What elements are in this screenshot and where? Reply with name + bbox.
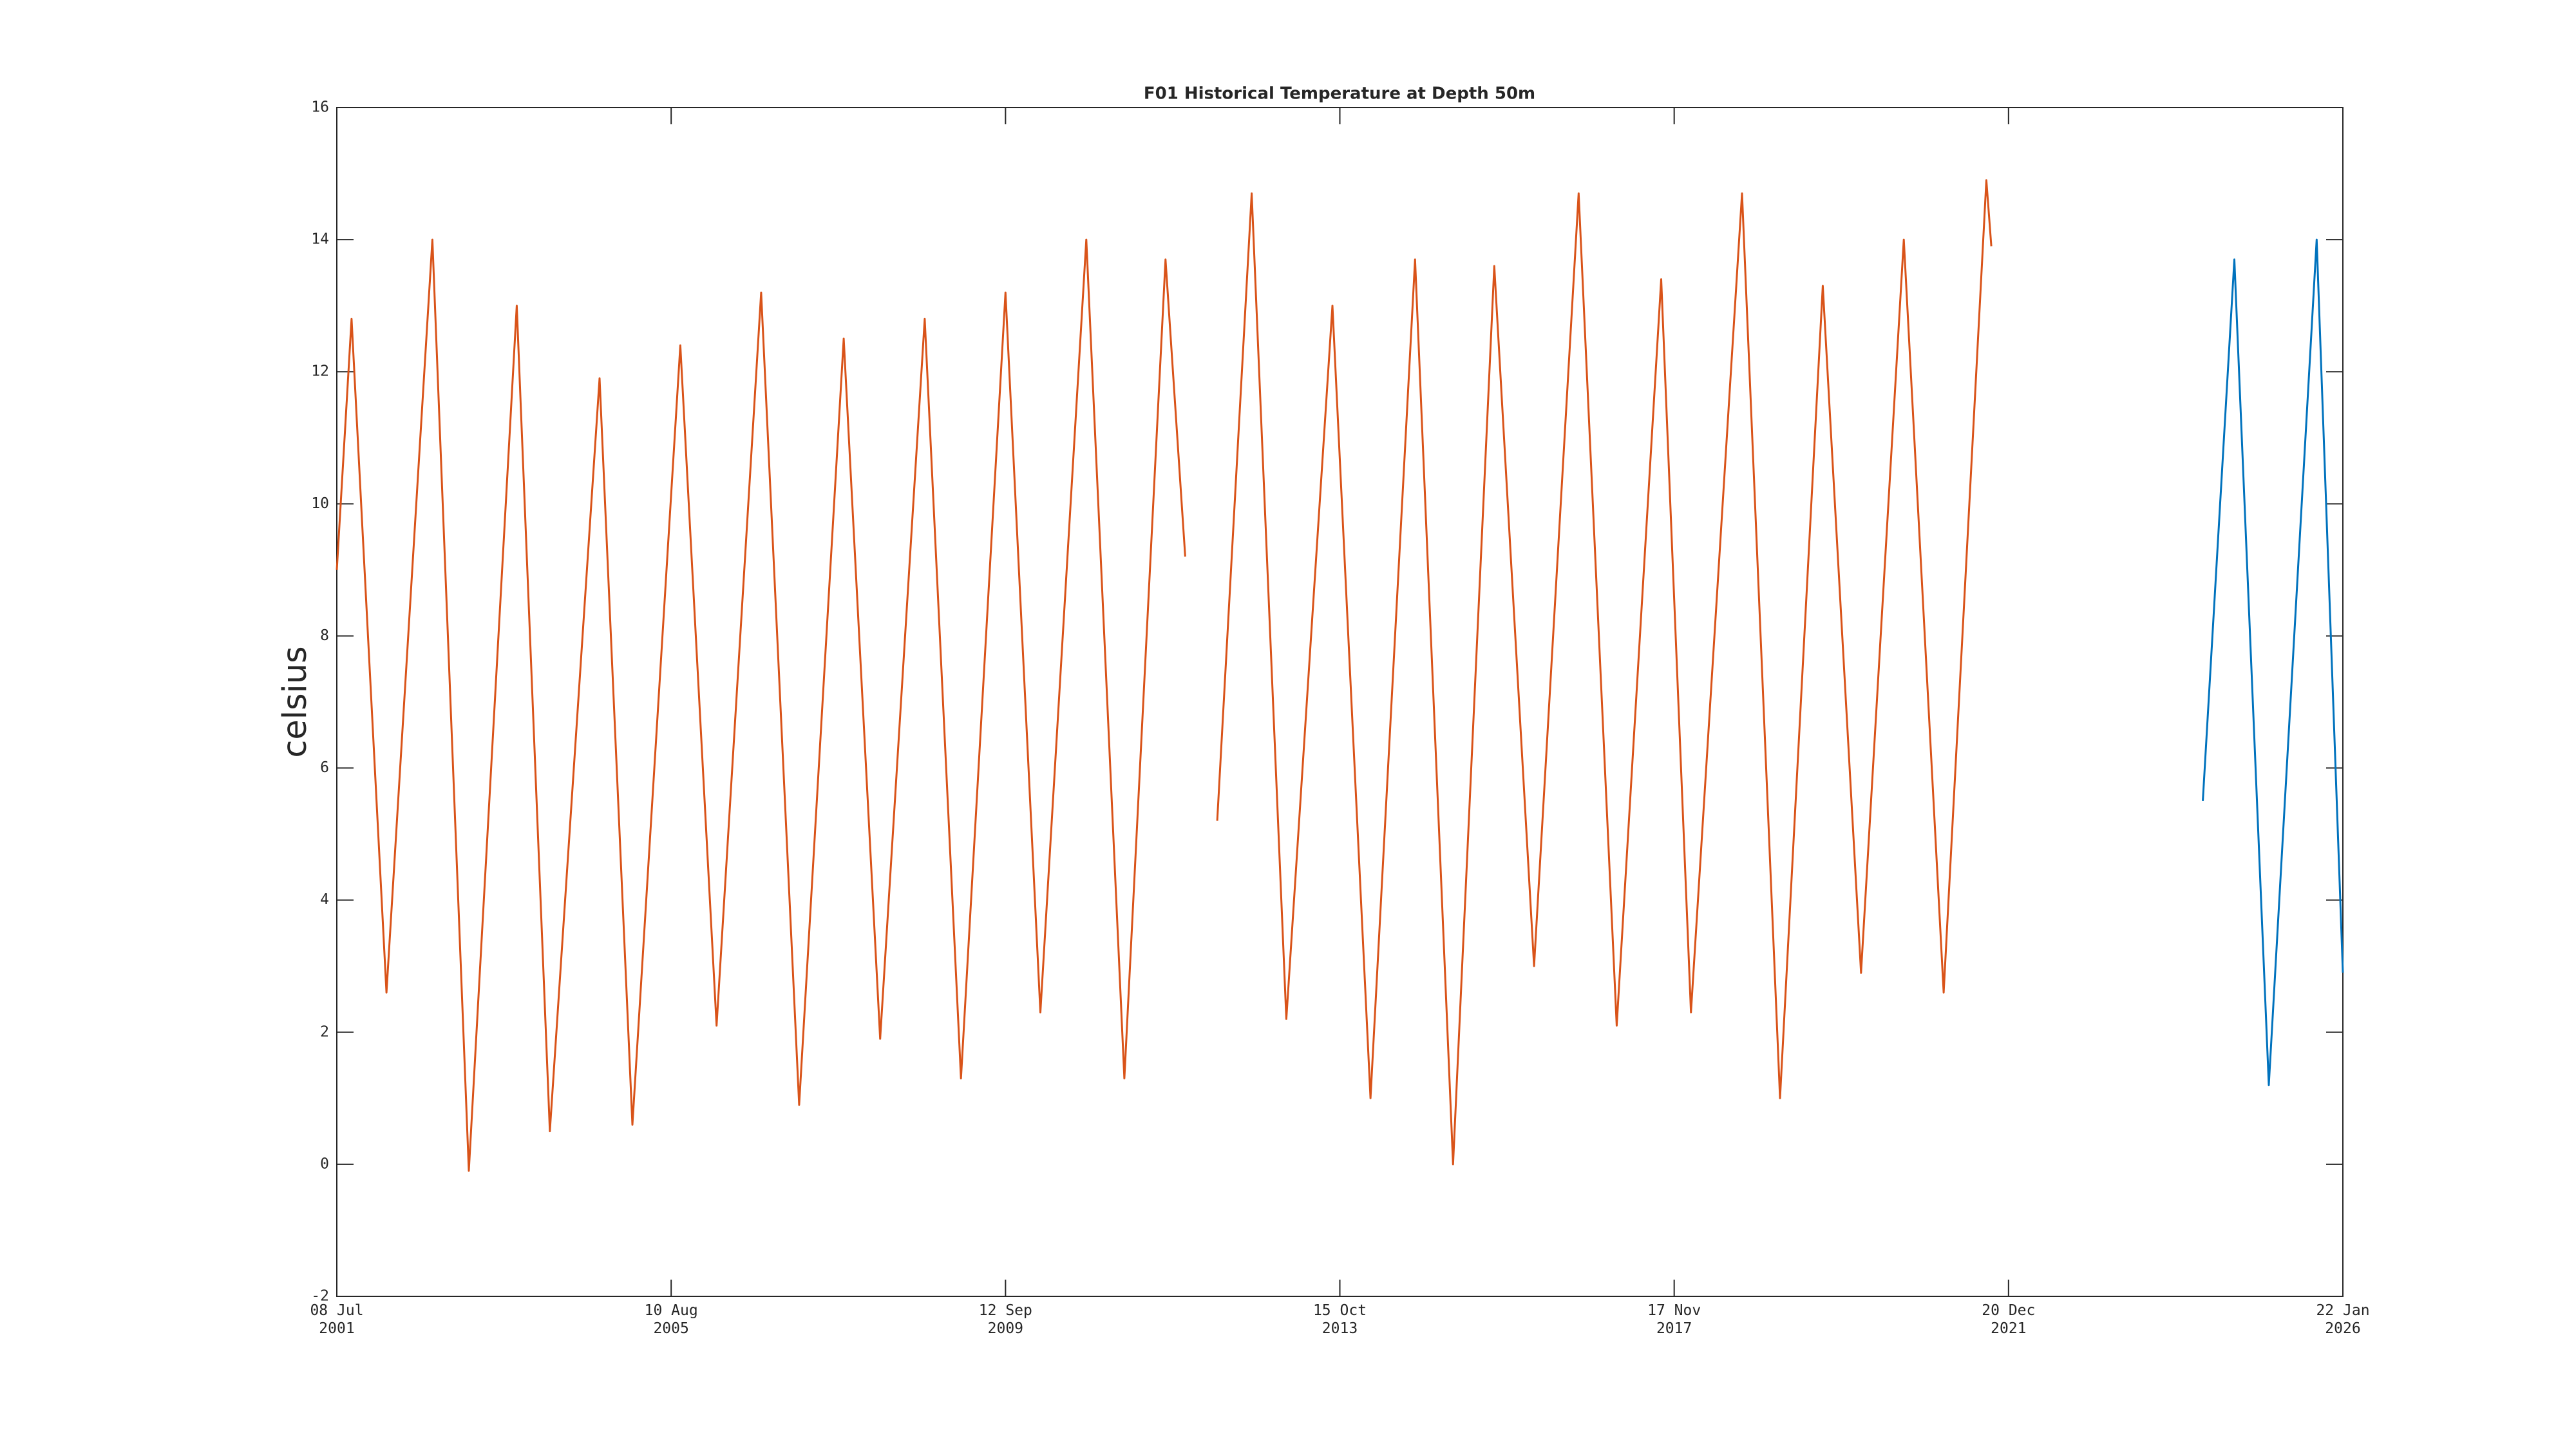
data-line bbox=[2202, 238, 2344, 1086]
chart-title: F01 Historical Temperature at Depth 50m bbox=[1144, 84, 1535, 104]
y-tick-label: 16 bbox=[311, 99, 329, 116]
y-tick-label: 8 bbox=[320, 627, 329, 644]
x-tick-label: 20 Dec 2021 bbox=[1982, 1302, 2036, 1337]
y-tick-label: 0 bbox=[320, 1155, 329, 1172]
data-line bbox=[336, 179, 1993, 1172]
x-tick-label: 12 Sep 2009 bbox=[978, 1302, 1032, 1337]
x-tick-label: 08 Jul 2001 bbox=[310, 1302, 364, 1337]
axes-box bbox=[336, 107, 2344, 1297]
x-tick-label: 15 Oct 2013 bbox=[1312, 1302, 1367, 1337]
y-tick-label: 14 bbox=[311, 231, 329, 248]
y-axis-label: celsius bbox=[276, 646, 314, 757]
x-tick-label: 22 Jan 2026 bbox=[2316, 1302, 2370, 1337]
x-tick-label: 10 Aug 2005 bbox=[644, 1302, 698, 1337]
y-tick-label: 4 bbox=[320, 891, 329, 908]
y-tick-label: 2 bbox=[320, 1023, 329, 1040]
y-tick-label: 10 bbox=[311, 495, 329, 512]
y-tick-label: -2 bbox=[311, 1288, 329, 1305]
y-tick-label: 6 bbox=[320, 759, 329, 776]
y-tick-label: 12 bbox=[311, 363, 329, 380]
x-tick-label: 17 Nov 2017 bbox=[1647, 1302, 1701, 1337]
